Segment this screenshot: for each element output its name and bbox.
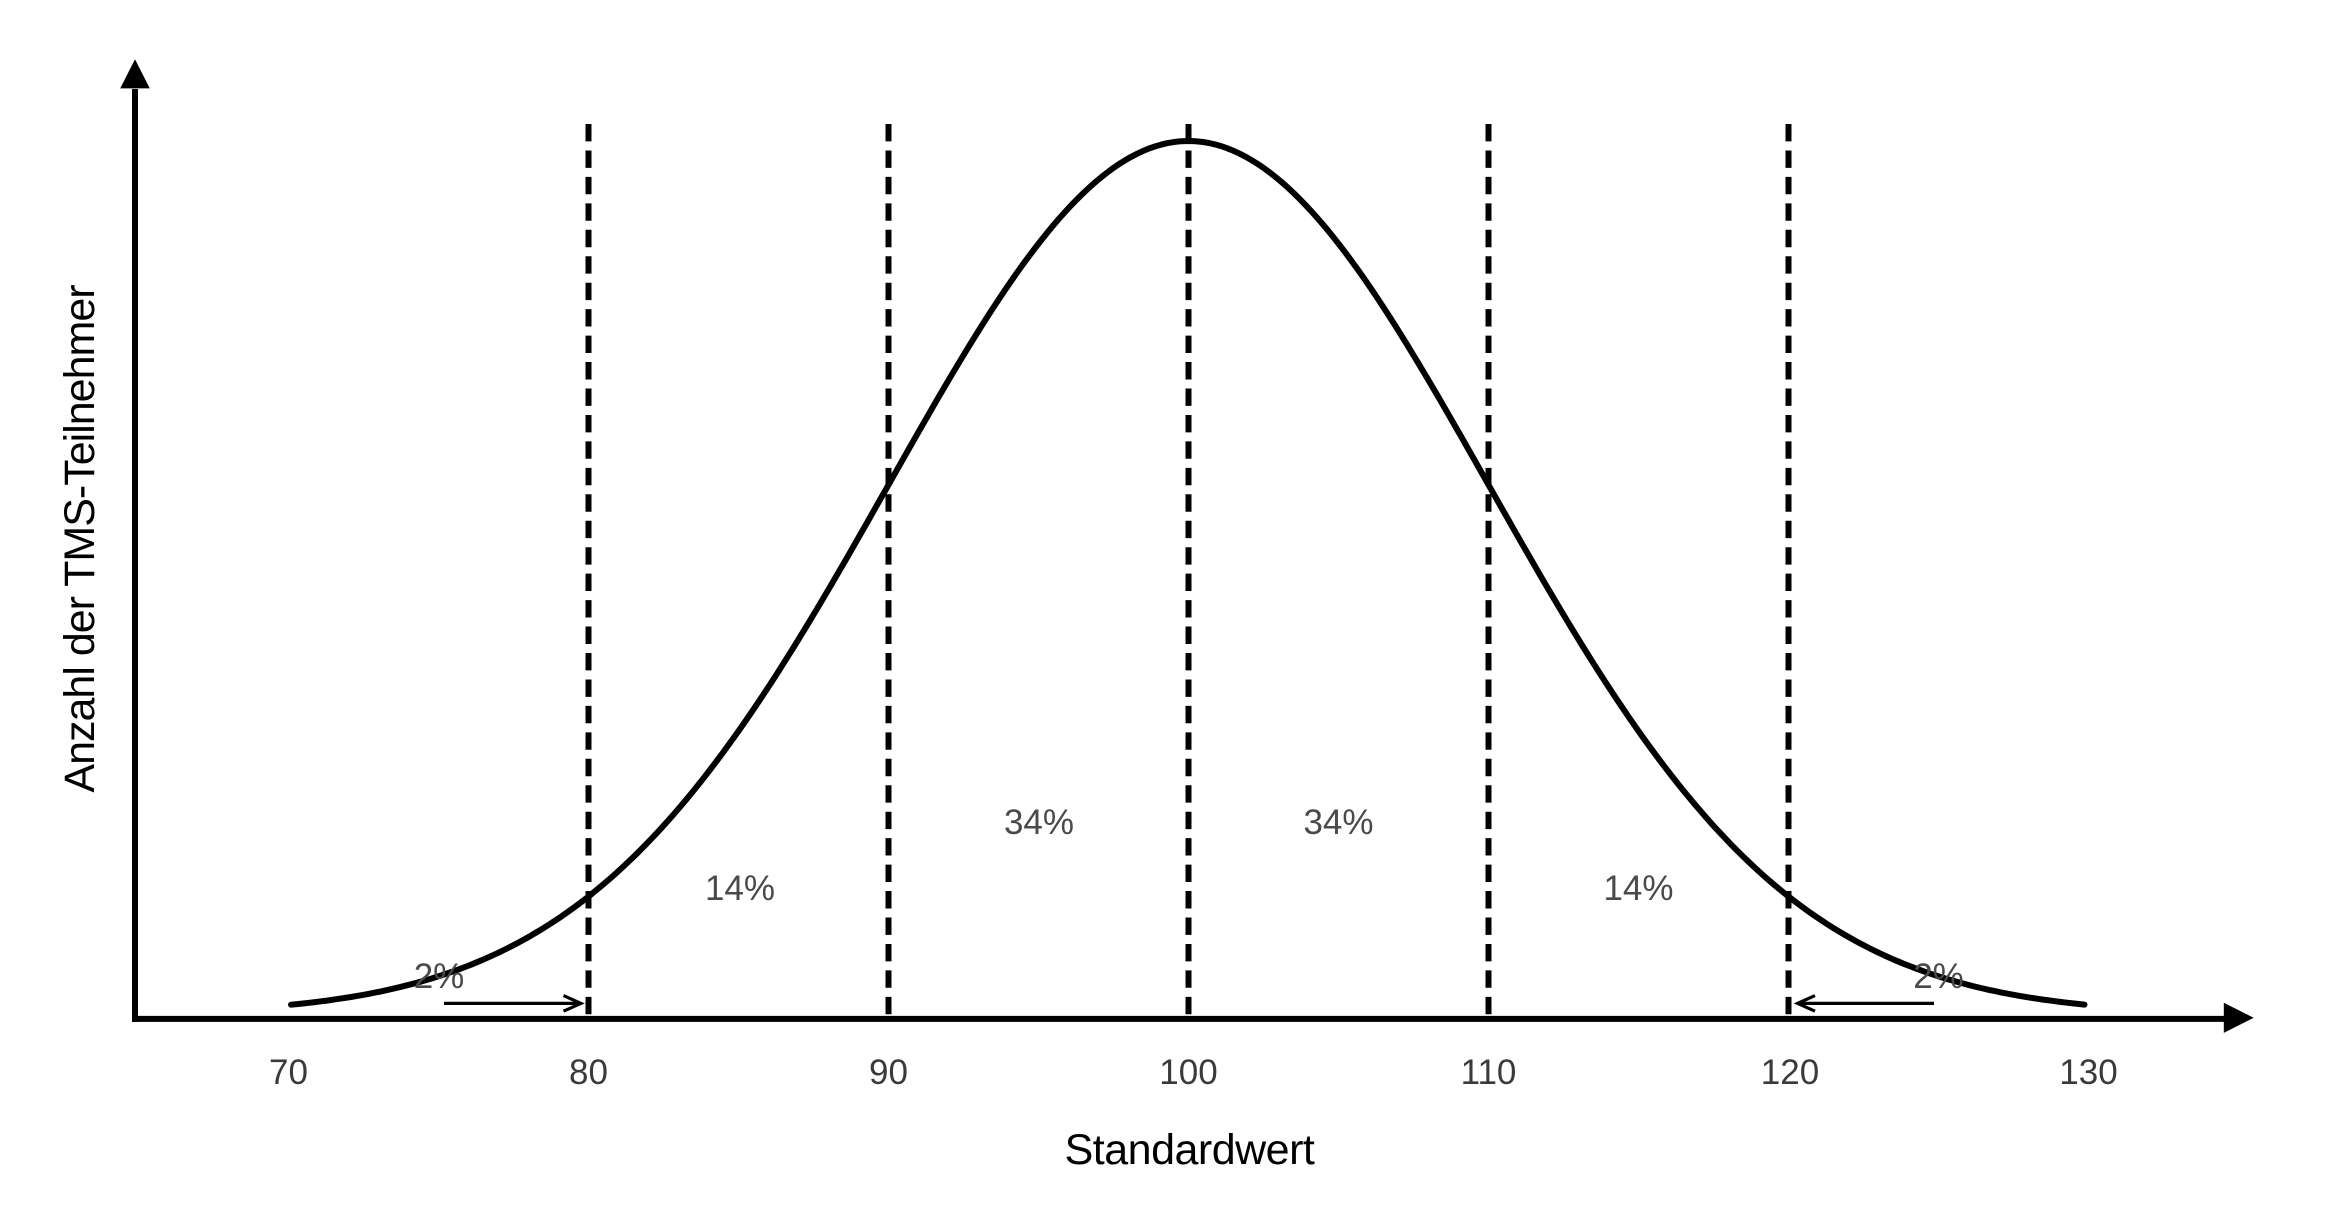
svg-text:2%: 2% (1913, 957, 1964, 996)
svg-text:100: 100 (1159, 1053, 1217, 1092)
svg-text:70: 70 (269, 1053, 308, 1092)
svg-text:14%: 14% (1603, 869, 1673, 908)
svg-text:34%: 34% (1004, 803, 1074, 842)
svg-text:80: 80 (569, 1053, 608, 1092)
svg-text:Standardwert: Standardwert (1065, 1126, 1315, 1174)
svg-text:34%: 34% (1303, 803, 1373, 842)
svg-text:2%: 2% (414, 957, 465, 996)
svg-text:90: 90 (869, 1053, 908, 1092)
svg-text:110: 110 (1461, 1053, 1517, 1092)
svg-text:120: 120 (1761, 1053, 1819, 1092)
svg-text:Anzahl der TMS-Teilnehmer: Anzahl der TMS-Teilnehmer (56, 285, 104, 793)
svg-text:14%: 14% (705, 869, 775, 908)
svg-text:130: 130 (2059, 1053, 2117, 1092)
